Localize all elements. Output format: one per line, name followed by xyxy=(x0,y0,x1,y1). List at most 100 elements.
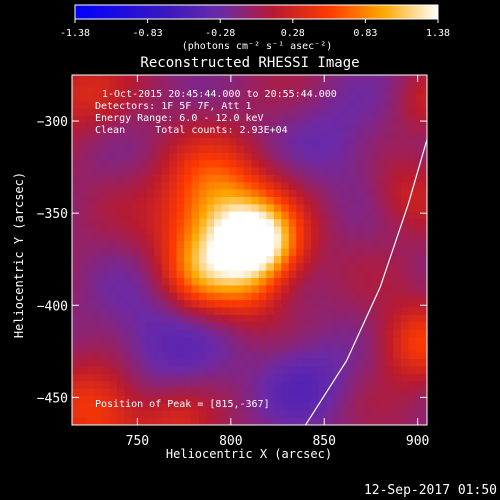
heatmap-cell xyxy=(101,314,110,323)
heatmap-cell xyxy=(236,262,245,271)
heatmap-cell xyxy=(311,262,320,271)
heatmap-cell xyxy=(221,343,230,352)
heatmap-cell xyxy=(176,203,185,212)
heatmap-cell xyxy=(94,277,103,286)
heatmap-cell xyxy=(214,307,222,315)
heatmap-cell xyxy=(333,75,342,80)
heatmap-cell xyxy=(228,277,237,286)
x-axis-title: Heliocentric X (arcsec) xyxy=(166,447,332,461)
heatmap-cell xyxy=(408,203,417,212)
heatmap-cell xyxy=(296,100,305,109)
heatmap-cell xyxy=(370,196,379,205)
heatmap-cell xyxy=(214,115,222,124)
heatmap-cell xyxy=(423,262,427,271)
heatmap-cell xyxy=(154,380,163,389)
heatmap-cell xyxy=(236,122,245,131)
heatmap-cell xyxy=(415,270,424,279)
heatmap-cell xyxy=(72,255,80,264)
heatmap-cell xyxy=(146,145,155,153)
heatmap-cell xyxy=(214,93,222,102)
heatmap-cell xyxy=(228,218,237,227)
heatmap-cell xyxy=(273,410,282,419)
heatmap-cell xyxy=(169,115,178,124)
heatmap-cell xyxy=(408,270,417,279)
heatmap-cell xyxy=(86,366,95,374)
heatmap-cell xyxy=(72,417,80,425)
heatmap-cell xyxy=(318,380,327,389)
heatmap-cell xyxy=(131,262,140,271)
heatmap-cell xyxy=(243,137,252,146)
heatmap-cell xyxy=(176,373,185,382)
heatmap-cell xyxy=(393,115,402,124)
heatmap-cell xyxy=(221,329,230,337)
heatmap-cell xyxy=(146,100,155,109)
heatmap-cell xyxy=(385,292,394,301)
heatmap-cell xyxy=(393,226,402,234)
heatmap-cell xyxy=(326,189,334,197)
heatmap-cell xyxy=(191,189,200,197)
heatmap-cell xyxy=(191,307,200,315)
heatmap-cell xyxy=(423,343,427,352)
heatmap-cell xyxy=(326,159,334,168)
heatmap-cell xyxy=(281,145,290,153)
heatmap-cell xyxy=(408,366,417,374)
heatmap-cell xyxy=(86,351,95,360)
heatmap-cell xyxy=(154,93,163,102)
heatmap-cell xyxy=(161,314,170,323)
heatmap-cell xyxy=(139,233,148,242)
heatmap-cell xyxy=(221,108,230,116)
heatmap-cell xyxy=(385,78,394,87)
heatmap-cell xyxy=(281,174,290,183)
heatmap-cell xyxy=(393,366,402,374)
heatmap-cell xyxy=(221,130,230,139)
heatmap-cell xyxy=(146,388,155,396)
heatmap-cell xyxy=(288,78,297,87)
heatmap-cell xyxy=(199,321,207,330)
heatmap-cell xyxy=(296,307,305,315)
heatmap-cell xyxy=(408,233,417,242)
heatmap-cell xyxy=(86,75,95,80)
heatmap-cell xyxy=(191,248,200,256)
heatmap-cell xyxy=(72,248,80,256)
heatmap-cell xyxy=(423,240,427,249)
heatmap-cell xyxy=(199,299,207,308)
heatmap-cell xyxy=(169,321,178,330)
heatmap-cell xyxy=(116,299,125,308)
heatmap-cell xyxy=(206,167,215,175)
heatmap-cell xyxy=(296,108,305,116)
heatmap-cell xyxy=(288,314,297,323)
heatmap-cell xyxy=(378,233,387,242)
heatmap-cell xyxy=(348,78,357,87)
heatmap-cell xyxy=(191,78,200,87)
heatmap-cell xyxy=(191,292,200,301)
heatmap-cell xyxy=(400,137,409,146)
heatmap-cell xyxy=(251,152,260,161)
heatmap-cell xyxy=(400,358,409,367)
colorbar-tick-label: -0.83 xyxy=(133,28,163,39)
heatmap-cell xyxy=(281,299,290,308)
heatmap-cell xyxy=(124,388,133,396)
heatmap-cell xyxy=(408,240,417,249)
heatmap-cell xyxy=(400,115,409,124)
heatmap-cell xyxy=(116,410,125,419)
heatmap-cell xyxy=(154,226,163,234)
heatmap-cell xyxy=(131,270,140,279)
heatmap-cell xyxy=(273,78,282,87)
heatmap-cell xyxy=(363,292,372,301)
heatmap-cell xyxy=(206,211,215,220)
heatmap-cell xyxy=(184,262,192,271)
heatmap-cell xyxy=(303,366,312,374)
heatmap-cell xyxy=(423,292,427,301)
heatmap-cell xyxy=(326,277,334,286)
heatmap-cell xyxy=(273,270,282,279)
heatmap-cell xyxy=(139,270,148,279)
heatmap-cell xyxy=(206,366,215,374)
heatmap-cell xyxy=(266,226,275,234)
heatmap-cell xyxy=(333,86,342,94)
heatmap-cell xyxy=(266,395,275,404)
heatmap-cell xyxy=(348,321,357,330)
heatmap-cell xyxy=(72,189,80,197)
heatmap-cell xyxy=(146,203,155,212)
heatmap-cell xyxy=(184,226,192,234)
heatmap-cell xyxy=(243,388,252,396)
